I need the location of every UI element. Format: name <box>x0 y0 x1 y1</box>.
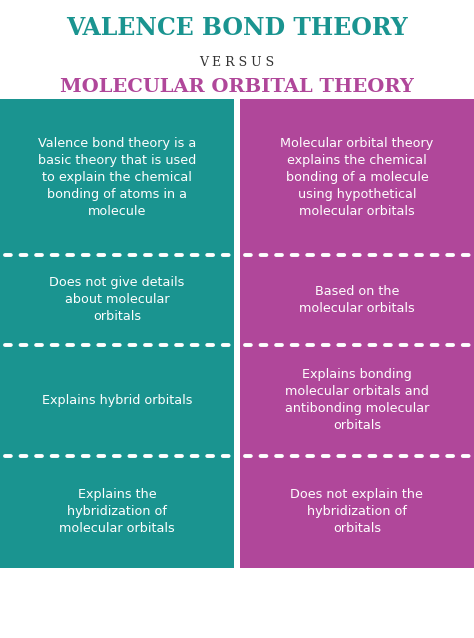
Bar <box>0 456 234 568</box>
Bar <box>0 345 234 456</box>
Bar <box>240 345 474 456</box>
Bar <box>0 255 234 345</box>
Bar <box>240 255 474 345</box>
Text: V E R S U S: V E R S U S <box>200 56 274 68</box>
Text: Does not explain the
hybridization of
orbitals: Does not explain the hybridization of or… <box>291 489 423 535</box>
Bar <box>234 99 240 638</box>
Bar <box>0 99 234 255</box>
Bar <box>240 456 474 568</box>
Bar <box>240 99 474 255</box>
Text: MOLECULAR ORBITAL THEORY: MOLECULAR ORBITAL THEORY <box>60 78 414 96</box>
Text: Does not give details
about molecular
orbitals: Does not give details about molecular or… <box>49 276 185 323</box>
Text: Based on the
molecular orbitals: Based on the molecular orbitals <box>299 285 415 315</box>
Text: Explains hybrid orbitals: Explains hybrid orbitals <box>42 394 192 407</box>
Text: Visit www.pediaa.com: Visit www.pediaa.com <box>300 616 414 627</box>
Text: Explains the
hybridization of
molecular orbitals: Explains the hybridization of molecular … <box>59 489 175 535</box>
Text: Molecular orbital theory
explains the chemical
bonding of a molecule
using hypot: Molecular orbital theory explains the ch… <box>280 137 434 218</box>
Text: Valence bond theory is a
basic theory that is used
to explain the chemical
bondi: Valence bond theory is a basic theory th… <box>38 137 196 218</box>
Text: Explains bonding
molecular orbitals and
antibonding molecular
orbitals: Explains bonding molecular orbitals and … <box>285 368 429 433</box>
Text: VALENCE BOND THEORY: VALENCE BOND THEORY <box>66 16 408 40</box>
